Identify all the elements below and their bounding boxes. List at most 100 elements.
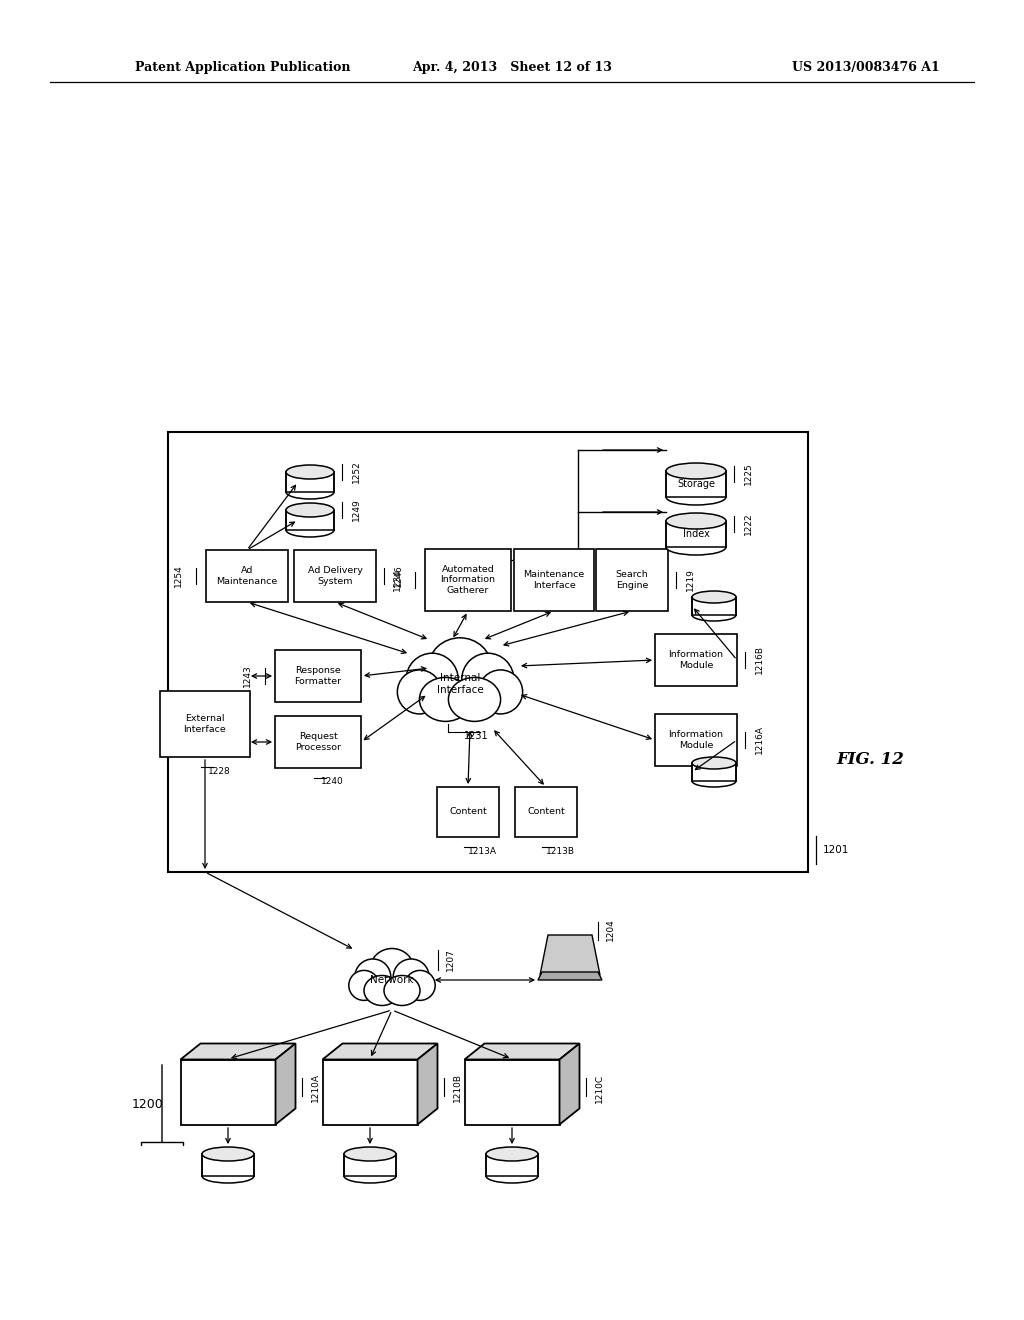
Bar [692,763,736,781]
Polygon shape [538,972,602,979]
Text: Ad
Maintenance: Ad Maintenance [216,566,278,586]
Text: 1222: 1222 [743,512,753,536]
Text: FIG. 12: FIG. 12 [836,751,904,768]
Bar [160,690,250,756]
Bar [425,549,511,611]
Text: 1249: 1249 [351,499,360,521]
Text: Apr. 4, 2013   Sheet 12 of 13: Apr. 4, 2013 Sheet 12 of 13 [412,62,612,74]
Text: External
Interface: External Interface [183,714,226,734]
Polygon shape [323,1044,437,1060]
Text: 1213B: 1213B [546,846,574,855]
Ellipse shape [486,1147,538,1162]
Bar [294,550,376,602]
Ellipse shape [420,677,472,722]
Bar [666,471,726,498]
Text: 1207: 1207 [445,949,455,972]
Ellipse shape [349,970,379,1001]
Text: Search
Engine: Search Engine [615,570,648,590]
Text: 1210C: 1210C [595,1073,604,1102]
Bar [286,473,334,492]
Text: 1213A: 1213A [468,846,497,855]
Bar [275,649,361,702]
Ellipse shape [449,677,501,722]
Ellipse shape [462,653,514,706]
Ellipse shape [202,1147,254,1162]
Ellipse shape [202,1170,254,1183]
Bar [655,714,737,766]
Ellipse shape [486,1170,538,1183]
Ellipse shape [286,465,334,479]
Text: 1240: 1240 [321,777,343,787]
Text: 1210B: 1210B [453,1073,462,1102]
Ellipse shape [478,671,522,714]
Bar [275,715,361,768]
Text: Storage: Storage [677,479,715,488]
Text: 1210A: 1210A [311,1073,319,1102]
Text: 1219: 1219 [685,569,694,591]
Ellipse shape [692,775,736,787]
Text: 1231: 1231 [464,731,488,741]
Polygon shape [418,1044,437,1125]
Text: 1252: 1252 [351,461,360,483]
Polygon shape [180,1044,296,1060]
Ellipse shape [364,975,400,1006]
Polygon shape [540,935,600,975]
Text: Network: Network [371,975,414,985]
Text: 1228: 1228 [208,767,230,776]
Ellipse shape [666,463,726,479]
Ellipse shape [384,975,420,1006]
Ellipse shape [404,970,435,1001]
Bar [344,1154,396,1176]
Bar [180,1060,275,1125]
Text: 1254: 1254 [173,565,182,587]
Text: 1243: 1243 [243,665,252,688]
Bar [666,521,726,546]
Ellipse shape [692,591,736,603]
Text: 1237: 1237 [611,569,621,591]
Text: Internal
Interface: Internal Interface [436,673,483,694]
Bar [486,1154,538,1176]
Bar [692,597,736,615]
Bar [168,432,808,873]
Ellipse shape [692,609,736,620]
Bar [514,549,594,611]
Text: 1216B: 1216B [755,645,764,675]
Text: Index: Index [683,529,710,539]
Ellipse shape [393,960,429,995]
Ellipse shape [666,513,726,529]
Ellipse shape [428,638,492,700]
Ellipse shape [397,671,441,714]
Polygon shape [465,1044,580,1060]
Text: Information
Module: Information Module [669,651,724,669]
Ellipse shape [344,1147,396,1162]
Bar [286,510,334,531]
Bar [206,550,288,602]
Text: Content: Content [527,808,565,817]
Text: 1200: 1200 [132,1098,164,1111]
Ellipse shape [354,960,391,995]
Text: Response
Formatter: Response Formatter [295,667,342,685]
Bar [465,1060,559,1125]
Text: Content: Content [450,808,486,817]
Bar [515,787,577,837]
Bar [596,549,668,611]
Text: Request
Processor: Request Processor [295,733,341,751]
Bar [655,634,737,686]
Text: 1234: 1234 [392,569,401,591]
Ellipse shape [286,523,334,537]
Text: Maintenance
Interface: Maintenance Interface [523,570,585,590]
Ellipse shape [286,484,334,499]
Text: 1225: 1225 [743,462,753,486]
Text: Patent Application Publication: Patent Application Publication [135,62,350,74]
Text: US 2013/0083476 A1: US 2013/0083476 A1 [793,62,940,74]
Polygon shape [559,1044,580,1125]
Bar [323,1060,418,1125]
Ellipse shape [666,488,726,506]
Polygon shape [275,1044,296,1125]
Ellipse shape [692,756,736,770]
Ellipse shape [407,653,459,706]
Text: 1204: 1204 [605,919,614,941]
Text: 1246: 1246 [393,565,402,587]
Text: Ad Delivery
System: Ad Delivery System [307,566,362,586]
Ellipse shape [344,1170,396,1183]
